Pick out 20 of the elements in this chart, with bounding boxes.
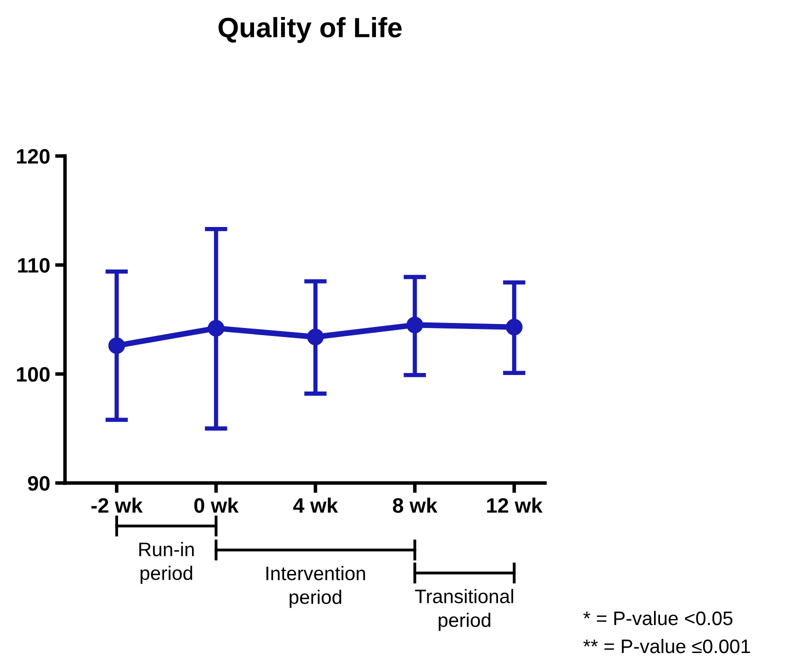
text: Transitional period	[415, 589, 514, 631]
x-tick-label: 0 wk	[194, 498, 239, 513]
text: Intervention period	[266, 566, 365, 608]
point	[208, 320, 224, 337]
x-tick-label: 4 wk	[293, 498, 338, 513]
y-tick-label: 110	[18, 258, 50, 273]
x-tick-label: 8 wk	[392, 498, 438, 513]
text: * = P-value <0.05	[583, 610, 732, 626]
text: ** = P-value ≤0.001	[583, 638, 750, 654]
y-tick-label: 120	[16, 149, 50, 164]
y-tick-label: 90	[28, 476, 50, 491]
x-tick-label: -2 wk	[91, 498, 143, 513]
point	[506, 318, 523, 336]
point	[307, 328, 324, 346]
point	[406, 316, 424, 334]
x-tick-label: 12 wk	[487, 498, 543, 513]
text: Run-in period	[139, 542, 194, 584]
point	[108, 337, 126, 354]
chart-title: Quality of Life	[218, 17, 402, 43]
y-tick-label: 100	[16, 367, 50, 382]
